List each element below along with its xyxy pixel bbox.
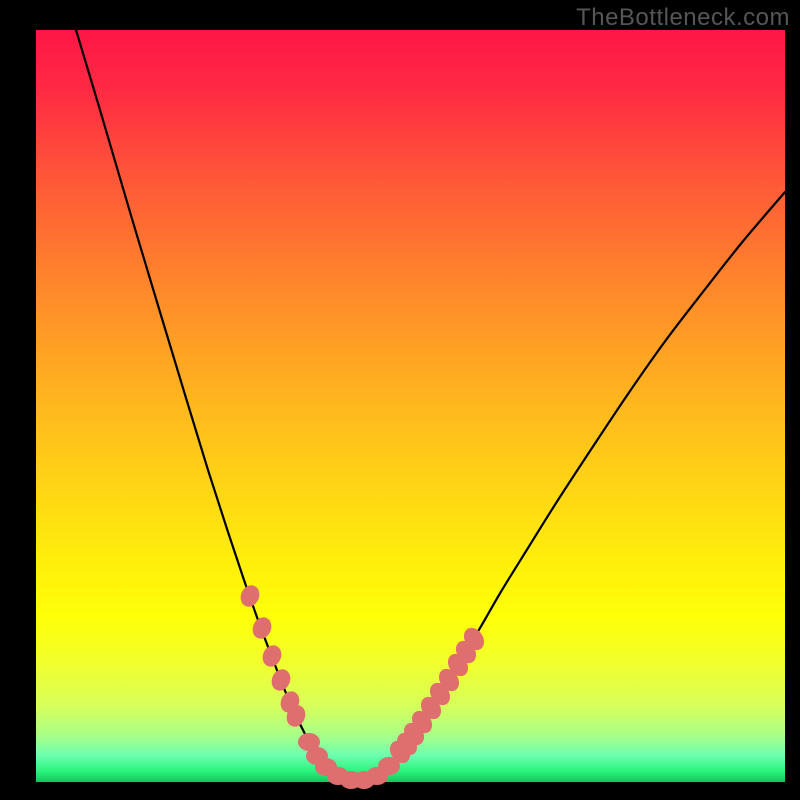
gradient-background <box>36 30 785 782</box>
watermark-text: TheBottleneck.com <box>576 4 790 32</box>
chart-stage: TheBottleneck.com <box>0 0 800 800</box>
